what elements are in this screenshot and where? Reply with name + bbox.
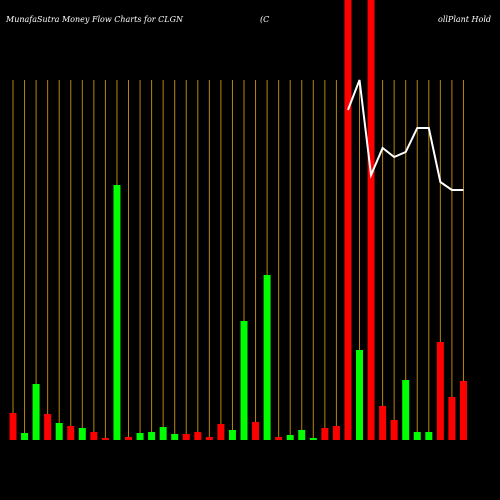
bar	[321, 428, 329, 440]
bar	[252, 422, 260, 440]
bar	[390, 420, 398, 440]
bar	[182, 434, 190, 440]
bar	[448, 397, 456, 440]
bar	[309, 438, 317, 440]
bar	[217, 424, 225, 440]
bar	[298, 430, 306, 440]
chart-title: MunafaSutra Money Flow Charts for CLGN	[5, 15, 184, 24]
money-flow-line	[347, 79, 464, 191]
bar	[32, 384, 40, 440]
bar	[159, 427, 167, 440]
bar	[44, 414, 52, 440]
bar	[344, 0, 352, 440]
bar	[286, 435, 294, 440]
bar	[125, 437, 132, 440]
bar	[332, 426, 340, 440]
bar	[101, 438, 109, 440]
bar	[205, 437, 213, 440]
bar	[425, 432, 433, 440]
bar	[90, 432, 98, 440]
bar	[78, 428, 86, 440]
bar	[356, 350, 363, 440]
bar	[55, 423, 63, 440]
bar	[263, 275, 271, 440]
bar	[67, 426, 75, 440]
bar	[9, 413, 17, 440]
bar	[413, 432, 421, 440]
bar	[171, 434, 179, 440]
bar	[148, 432, 156, 440]
bar	[240, 321, 248, 440]
bar	[459, 381, 467, 440]
bar	[402, 380, 410, 440]
bar	[113, 185, 121, 440]
title-part: (C	[260, 15, 269, 24]
bar	[367, 0, 375, 440]
bar	[379, 406, 387, 440]
bar	[136, 433, 144, 440]
bar	[436, 342, 444, 440]
title-part: ollPlant Hold	[438, 15, 491, 24]
bar	[275, 437, 283, 440]
bar	[21, 433, 29, 440]
bar	[228, 430, 236, 440]
bar	[194, 432, 202, 440]
